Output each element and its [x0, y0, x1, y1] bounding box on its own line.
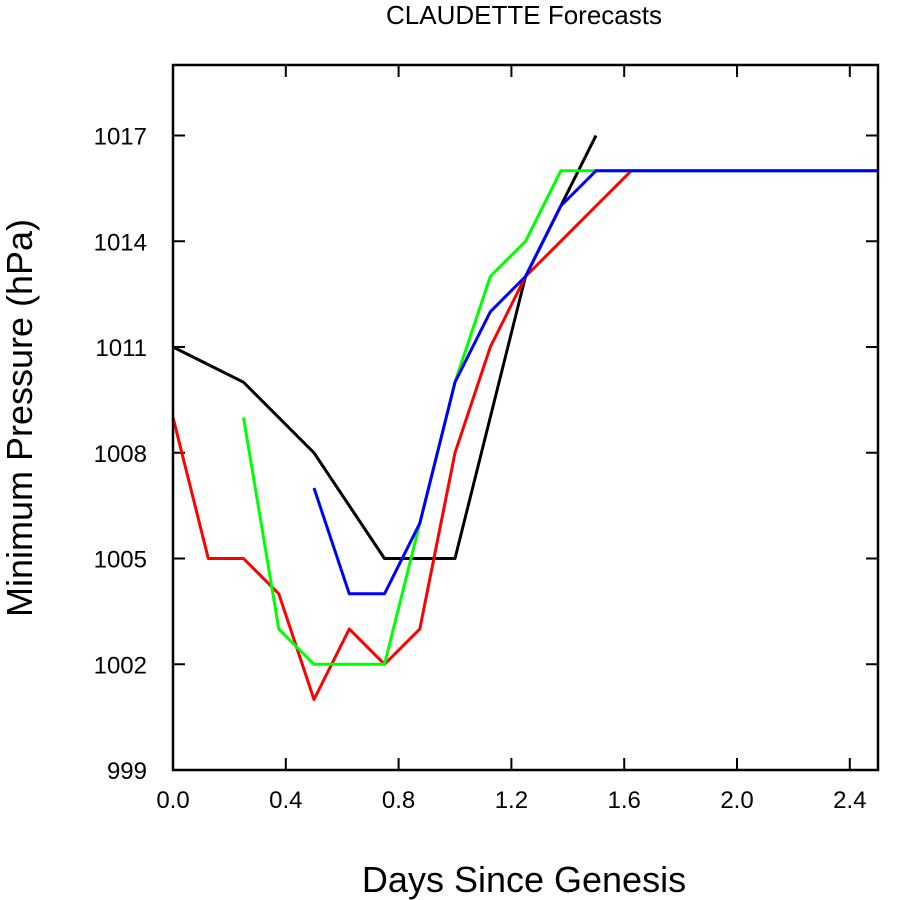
y-tick-label: 1017	[94, 124, 147, 151]
y-axis-label: Minimum Pressure (hPa)	[0, 219, 40, 617]
x-tick-label: 0.4	[269, 787, 302, 814]
y-tick-label: 1008	[94, 441, 147, 468]
x-tick-label: 0.0	[156, 787, 189, 814]
series-group	[171, 134, 878, 701]
chart-title: CLAUDETTE Forecasts	[386, 0, 662, 30]
x-axis-label: Days Since Genesis	[362, 859, 686, 900]
x-tick-label: 1.6	[608, 787, 641, 814]
x-tick-label: 2.0	[720, 787, 753, 814]
axis-ticks	[172, 65, 878, 771]
y-tick-label: 999	[107, 758, 147, 785]
plot-frame	[171, 63, 880, 772]
y-tick-label: 1011	[95, 335, 147, 362]
series-line-2	[242, 169, 878, 666]
x-tick-label: 2.4	[833, 787, 866, 814]
x-tick-label: 1.2	[495, 787, 528, 814]
x-tick-label: 0.8	[382, 787, 415, 814]
tick-labels: 0.0 0.4 0.8 1.2 1.6 2.0 2.4 999 1002 1005 1008 1011…	[94, 124, 867, 815]
y-tick-label: 1014	[94, 229, 147, 256]
series-line-1	[171, 169, 878, 701]
y-tick-label: 1005	[94, 547, 147, 574]
y-tick-label: 1002	[94, 652, 147, 679]
series-line-0	[172, 134, 598, 560]
series-line-3	[312, 169, 878, 596]
